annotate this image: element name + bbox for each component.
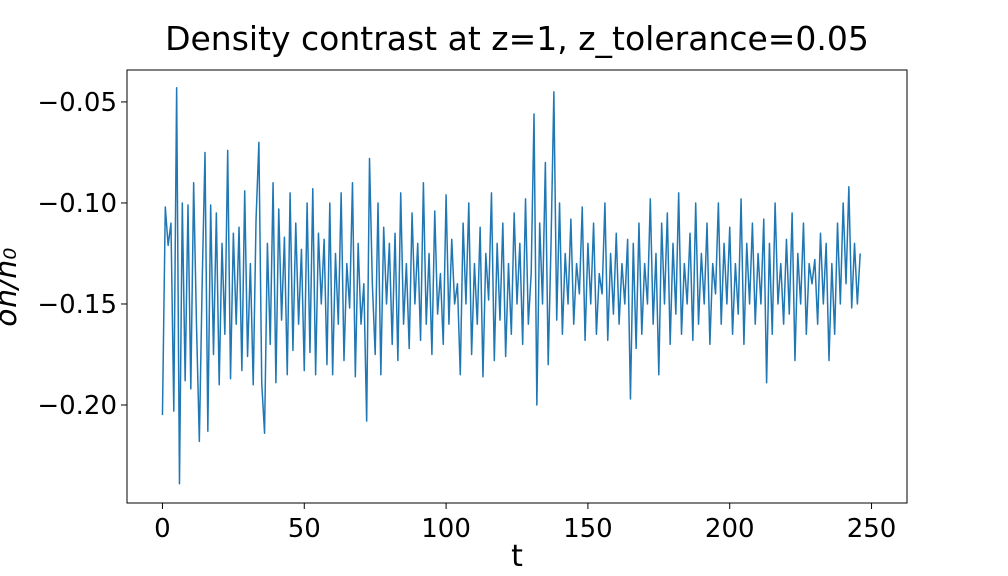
x-tick-label: 250	[847, 514, 897, 544]
chart-title: Density contrast at z=1, z_tolerance=0.0…	[165, 19, 869, 58]
y-tick-label: −0.20	[37, 391, 117, 421]
plot-frame	[126, 69, 908, 504]
y-tick-label: −0.15	[37, 290, 117, 320]
x-tick-label: 150	[563, 514, 613, 544]
x-tick-label: 50	[288, 514, 321, 544]
x-tick-label: 0	[154, 514, 171, 544]
y-tick-label: −0.10	[37, 189, 117, 219]
data-line	[161, 87, 861, 485]
x-tick-label: 200	[705, 514, 755, 544]
x-axis-label: t	[511, 539, 523, 574]
x-tick-label: 100	[421, 514, 471, 544]
y-axis-label: δn/n₀	[0, 248, 24, 327]
y-tick-label: −0.05	[37, 88, 117, 118]
